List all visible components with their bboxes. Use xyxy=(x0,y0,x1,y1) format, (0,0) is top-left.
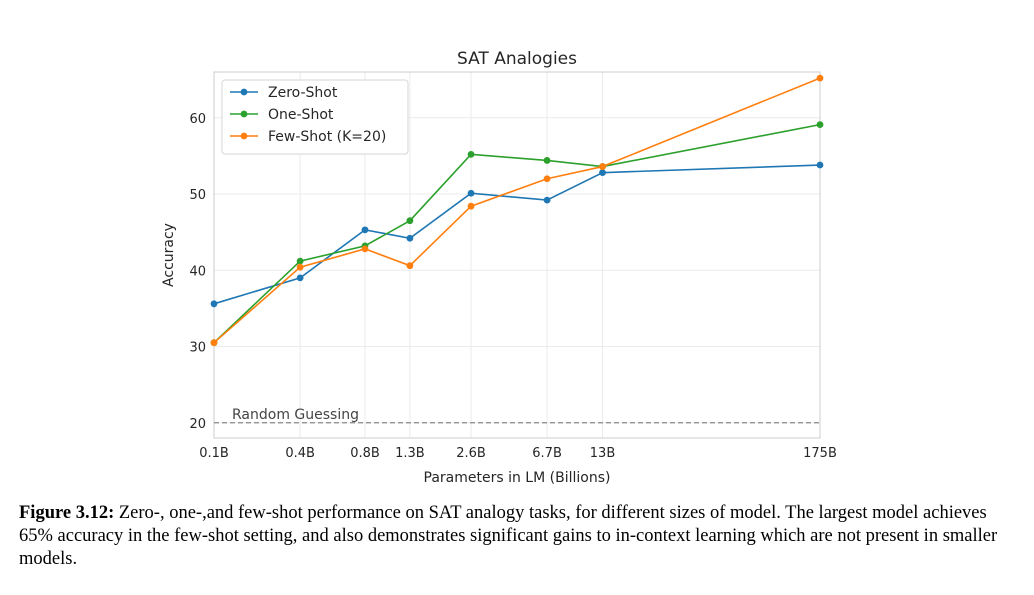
y-tick-label: 20 xyxy=(189,417,206,432)
figure-caption: Figure 3.12: Zero-, one-,and few-shot pe… xyxy=(19,502,1009,571)
caption-label: Figure 3.12: xyxy=(19,503,115,523)
data-point xyxy=(599,163,606,170)
series-zero-shot xyxy=(210,161,824,308)
data-point xyxy=(816,121,824,129)
y-axis-label: Accuracy xyxy=(161,223,177,287)
data-point xyxy=(543,157,551,164)
chart-title: SAT Analogies xyxy=(457,49,577,69)
x-axis-label: Parameters in LM (Billions) xyxy=(424,470,611,486)
series-line xyxy=(213,123,821,344)
data-point xyxy=(543,196,551,204)
legend-label: One-Shot xyxy=(268,107,334,123)
legend-label: Zero-Shot xyxy=(268,85,338,101)
data-point xyxy=(210,300,218,308)
data-point xyxy=(361,226,369,234)
legend-swatch-marker xyxy=(240,110,248,118)
legend-label: Few-Shot (K=20) xyxy=(268,129,386,145)
series-layer xyxy=(210,74,824,347)
y-tick-labels: 20 30 40 50 60 xyxy=(189,112,206,432)
x-tick-label: 6.7B xyxy=(532,446,562,461)
data-point xyxy=(296,263,304,271)
series-line xyxy=(213,164,821,305)
legend-swatch-marker xyxy=(240,88,248,96)
y-tick-label: 50 xyxy=(189,188,206,203)
data-point xyxy=(296,257,304,265)
baseline-layer: Random Guessing xyxy=(214,407,820,424)
y-tick-label: 40 xyxy=(189,264,206,279)
x-tick-label: 0.4B xyxy=(285,446,315,461)
x-tick-label: 0.1B xyxy=(199,446,229,461)
data-point xyxy=(816,161,824,169)
y-tick-label: 60 xyxy=(189,112,206,127)
data-point xyxy=(467,189,475,197)
x-tick-label: 2.6B xyxy=(456,446,486,461)
series-few-shot-k-20 xyxy=(210,74,824,347)
data-point xyxy=(296,274,304,282)
data-point xyxy=(406,217,414,225)
legend-box xyxy=(221,79,409,155)
caption-text: Zero-, one-,and few-shot performance on … xyxy=(19,503,998,569)
data-point xyxy=(406,234,414,242)
chart: Random Guessing 20 30 40 50 60 0.1B 0.4B 0.8B 1… xyxy=(161,49,837,486)
data-point xyxy=(467,150,475,158)
series-line xyxy=(213,77,821,344)
data-point xyxy=(361,245,369,253)
data-point xyxy=(816,74,824,82)
legend: Zero-Shot One-Shot Few-Shot (K=20) xyxy=(221,79,409,155)
random-guessing-label: Random Guessing xyxy=(232,407,359,423)
x-tick-label: 13B xyxy=(590,446,615,461)
data-point xyxy=(467,202,475,210)
legend-swatch-marker xyxy=(240,132,248,140)
x-tick-label: 1.3B xyxy=(395,446,425,461)
x-tick-label: 0.8B xyxy=(350,446,380,461)
plot-frame xyxy=(213,71,821,439)
x-tick-labels: 0.1B 0.4B 0.8B 1.3B 2.6B 6.7B 13B 175B xyxy=(199,446,837,461)
x-tick-label: 175B xyxy=(803,446,837,461)
data-point xyxy=(406,262,414,270)
y-tick-label: 30 xyxy=(189,341,206,356)
data-point xyxy=(543,175,551,183)
data-point xyxy=(210,339,218,347)
series-one-shot xyxy=(210,121,824,347)
data-point xyxy=(599,169,606,177)
